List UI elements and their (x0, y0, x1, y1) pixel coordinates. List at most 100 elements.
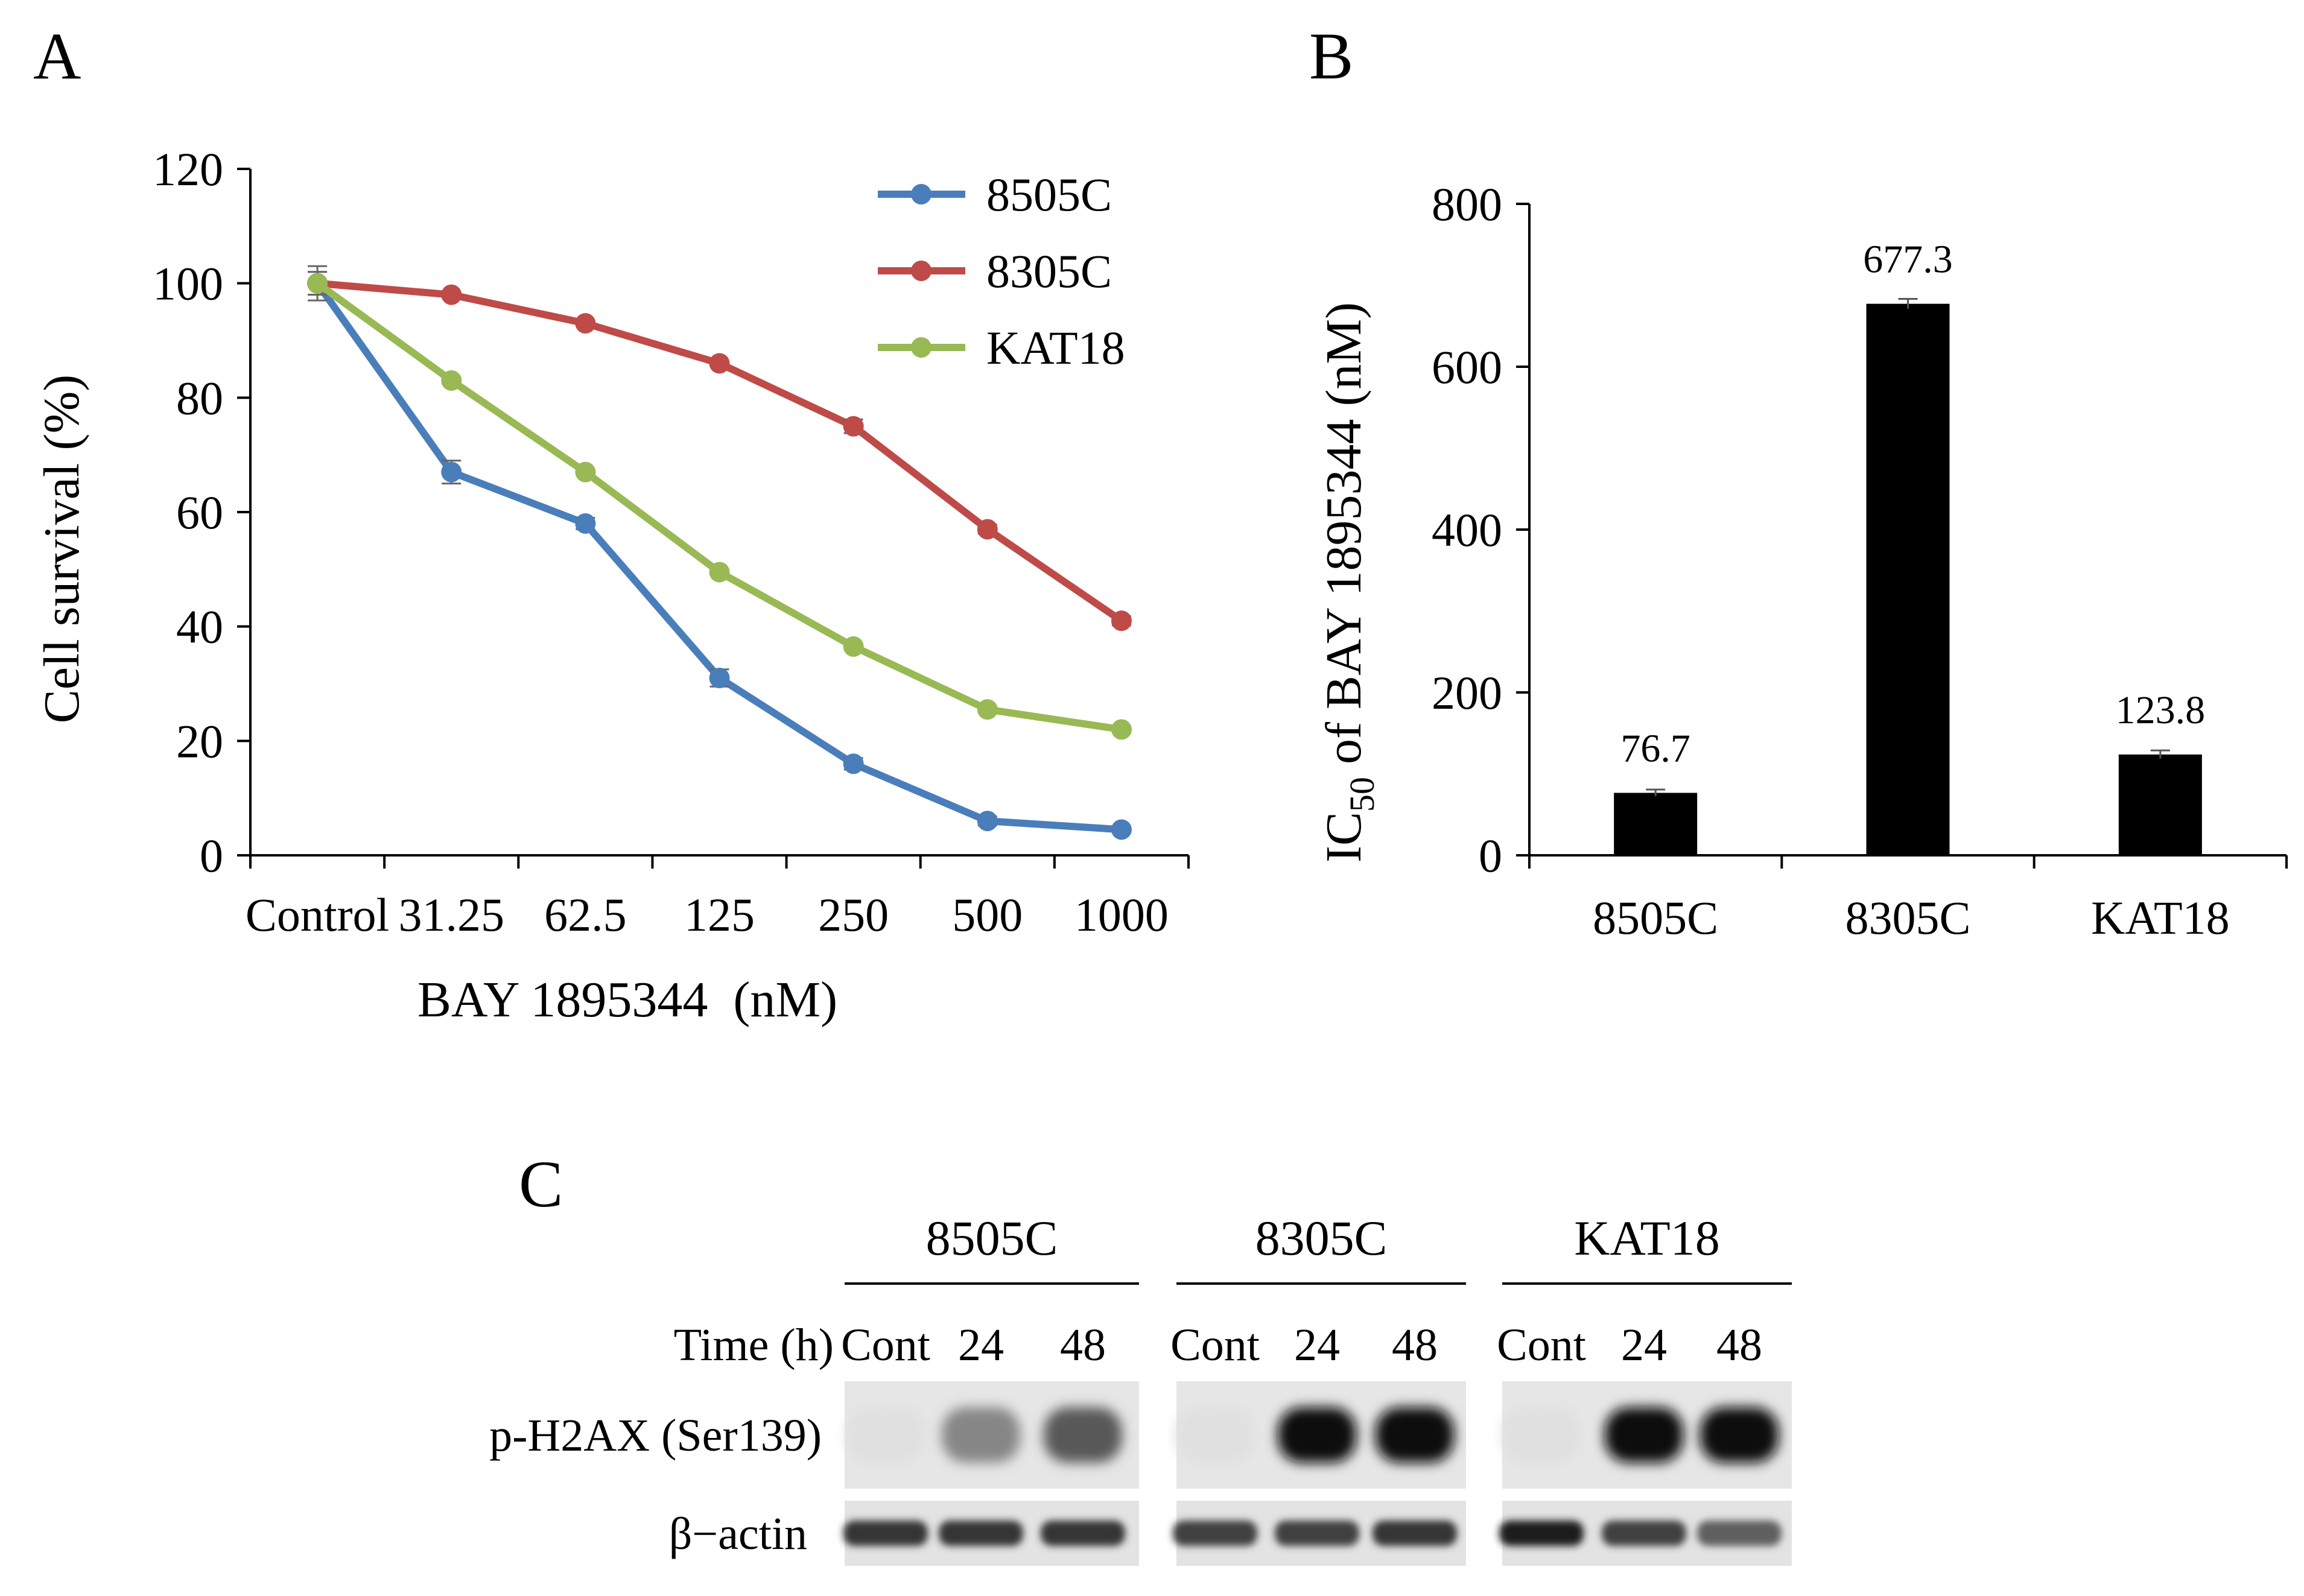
data-point (843, 416, 864, 437)
panel-label-a: A (33, 19, 81, 93)
series-KAT18 (307, 271, 1132, 740)
timepoint-label: 24 (1621, 1320, 1667, 1370)
y-axis-title-main: IC (1316, 812, 1372, 863)
legend-label-KAT18: KAT18 (986, 321, 1125, 374)
data-point (977, 811, 998, 832)
data-point (441, 461, 462, 483)
legend-label-8305C: 8305C (986, 245, 1112, 297)
data-point (575, 461, 596, 483)
x-tick-label: 8305C (1845, 891, 1970, 944)
bar-chart-ic50: IC50 of BAY 1895344 (nM) 0 200 400 600 800 76… (1316, 178, 2288, 944)
timepoint-label: Cont (1497, 1320, 1586, 1370)
actin-band (843, 1521, 928, 1546)
y-tick-label: 80 (176, 372, 223, 424)
legend-label-8505C: 8505C (986, 168, 1112, 221)
y-axis-title-ic50: IC50 of BAY 1895344 (nM) (1316, 302, 1382, 863)
panel-label-b: B (1309, 19, 1353, 93)
time-label: Time (h) (674, 1320, 834, 1370)
bar-value-label: 677.3 (1863, 238, 1953, 282)
timepoint-label: Cont (1170, 1320, 1260, 1370)
actin-band (939, 1521, 1023, 1546)
data-point (1111, 819, 1132, 840)
data-point (709, 668, 730, 689)
ph2ax-band (1176, 1407, 1254, 1463)
x-tick-label: 250 (818, 888, 889, 941)
blot-block-KAT18: KAT18 Cont 24 48 (1497, 1211, 1792, 1566)
data-point (1111, 719, 1132, 740)
legend-marker-8505C (911, 184, 931, 204)
y-tick-label: 120 (153, 143, 223, 195)
data-point (441, 284, 462, 305)
bar-value-label: 123.8 (2116, 688, 2206, 732)
timepoint-label: 48 (1716, 1320, 1762, 1370)
bar-8505C (1614, 793, 1698, 855)
data-point (843, 636, 864, 657)
data-point (307, 273, 328, 294)
actin-band (1697, 1521, 1782, 1546)
ph2ax-band (1278, 1407, 1356, 1463)
y-tick-label: 600 (1432, 341, 1502, 393)
data-point (1111, 610, 1132, 632)
y-axis-title-subscript: 50 (1342, 777, 1382, 812)
y-tick-label: 20 (176, 715, 223, 767)
cell-line-header: 8505C (926, 1211, 1058, 1265)
bar-value-label: 76.7 (1620, 726, 1690, 770)
actin-band (1173, 1521, 1257, 1546)
ph2ax-band (1502, 1407, 1581, 1463)
y-axis-title: Cell survival (%) (34, 375, 90, 724)
data-point (441, 370, 462, 391)
actin-band (1499, 1521, 1584, 1546)
x-tick-label: 1000 (1074, 888, 1169, 941)
x-tick-label: 125 (684, 888, 755, 941)
x-tick-label: 8505C (1593, 891, 1718, 944)
data-point (977, 699, 998, 720)
x-tick-label: 500 (952, 888, 1023, 941)
y-tick-label: 800 (1432, 178, 1502, 230)
ph2ax-band (942, 1407, 1020, 1463)
data-point (709, 353, 730, 374)
x-tick-label: 62.5 (544, 888, 627, 941)
ph2ax-band (1044, 1407, 1122, 1463)
y-tick-label: 0 (200, 829, 223, 882)
data-point (575, 313, 596, 334)
blot-block-8505C: 8505C Cont 24 48 (841, 1211, 1139, 1566)
row-label-ph2ax: p-H2AX (Ser139) (489, 1410, 822, 1461)
line-chart-cell-survival: Cell survival (%) BAY 1895344 (nM) 0 20 40… (34, 143, 1190, 1028)
y-axis-title-rest: of BAY 1895344 (nM) (1316, 302, 1372, 777)
y-tick-label: 100 (153, 258, 223, 310)
y-tick-label: 60 (176, 486, 223, 539)
y-tick-label: 200 (1432, 667, 1502, 719)
y-tick-label: 0 (1479, 829, 1502, 882)
x-tick-label: KAT18 (2091, 891, 2230, 944)
legend: 8505C 8305C KAT18 (878, 168, 1125, 374)
data-point (843, 753, 864, 774)
ph2ax-band (1376, 1407, 1454, 1463)
data-point (709, 562, 730, 583)
timepoint-label: 24 (1294, 1320, 1340, 1370)
ph2ax-band (1700, 1407, 1779, 1463)
data-point (575, 513, 596, 534)
western-blot: Time (h) p-H2AX (Ser139) β−actin 8505C Cont 2… (489, 1211, 1792, 1566)
bar-KAT18 (2118, 754, 2202, 855)
blot-block-8305C: 8305C Cont 24 48 (1170, 1211, 1466, 1566)
legend-marker-KAT18 (911, 337, 931, 358)
actin-band (1041, 1521, 1125, 1546)
x-tick-label: 31.25 (398, 888, 504, 941)
bar-8305C (1866, 303, 1950, 855)
x-axis-title: BAY 1895344 (nM) (417, 972, 837, 1028)
actin-band (1602, 1521, 1686, 1546)
ph2ax-band (846, 1407, 925, 1463)
y-tick-label: 40 (176, 601, 223, 653)
timepoint-label: 48 (1060, 1320, 1106, 1370)
legend-marker-8305C (911, 261, 931, 281)
cell-line-header: KAT18 (1574, 1211, 1719, 1265)
data-point (977, 519, 998, 540)
timepoint-label: 48 (1392, 1320, 1438, 1370)
actin-band (1275, 1521, 1359, 1546)
x-tick-label: Control (246, 888, 389, 941)
row-label-actin: β−actin (669, 1509, 807, 1559)
cell-line-header: 8305C (1255, 1211, 1388, 1265)
actin-band (1373, 1521, 1457, 1546)
timepoint-label: Cont (841, 1320, 930, 1370)
